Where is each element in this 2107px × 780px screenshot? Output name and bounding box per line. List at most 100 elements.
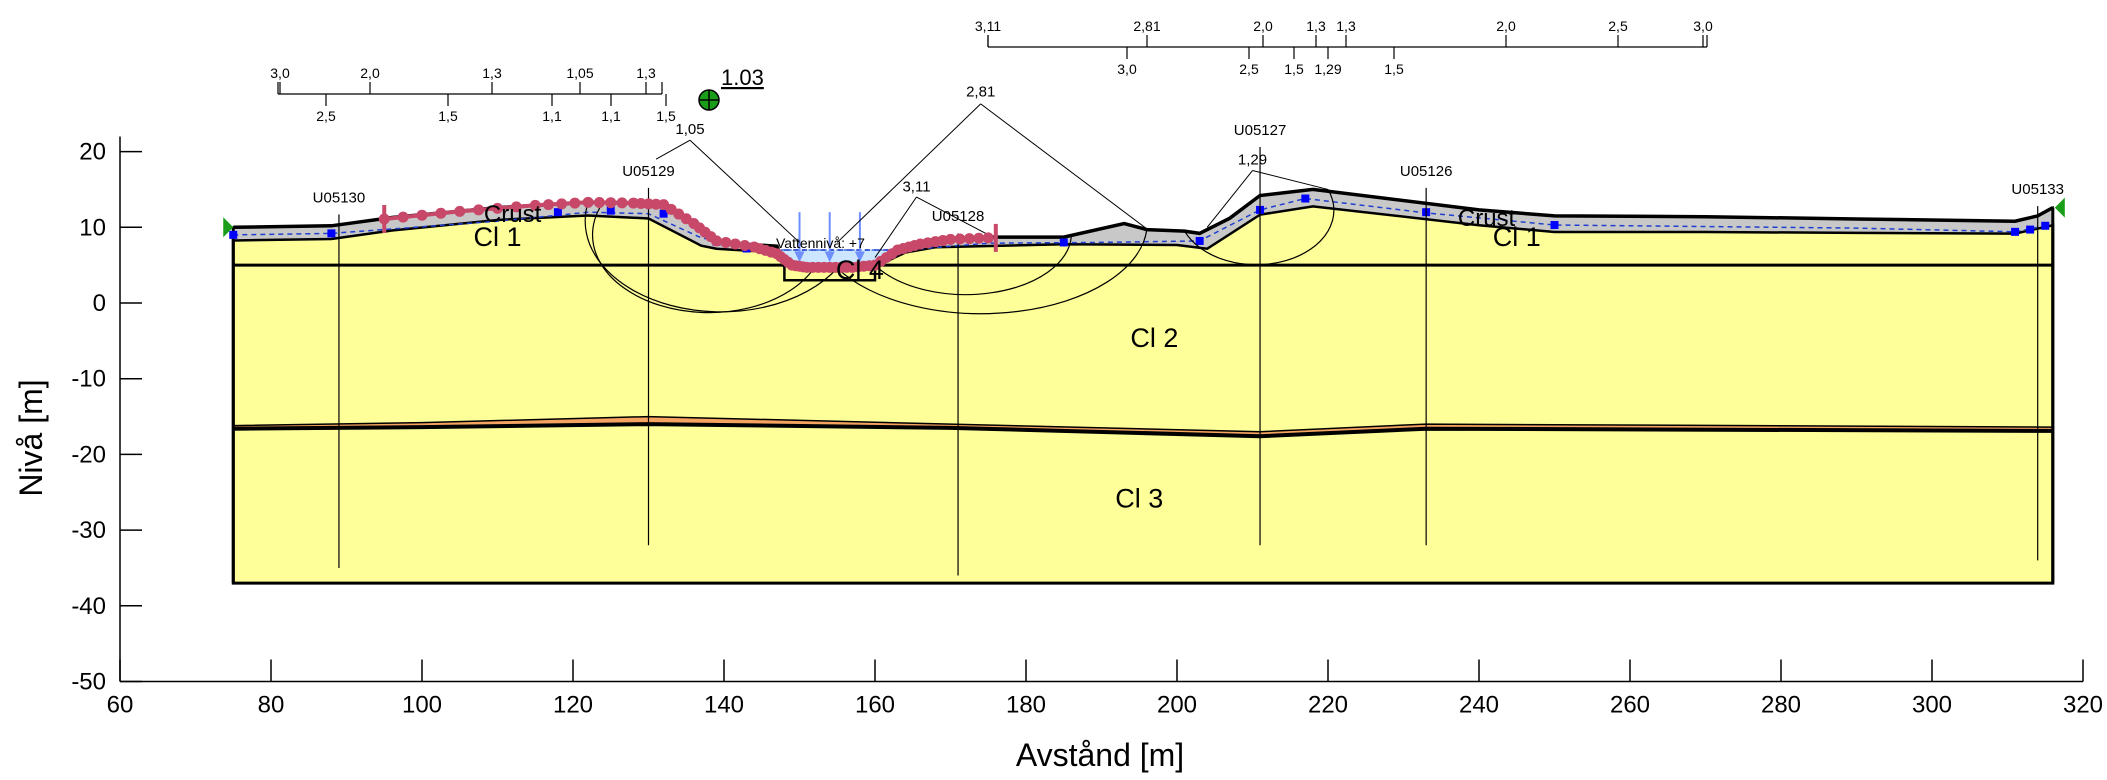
piezometer-point xyxy=(2026,225,2035,234)
y-tick-label: -10 xyxy=(71,366,106,393)
safety-factor-label: 1,29 xyxy=(1238,151,1267,168)
axes: 60 80 100 120 140 160 180 200 220 240 260 280 300 320… xyxy=(71,136,2103,719)
layer-label: Cl 1 xyxy=(473,222,521,252)
borehole-label: U05133 xyxy=(2011,181,2064,198)
slip-surface-arc xyxy=(591,201,816,314)
safety-factor-scales: 3,0 2,0 1,3 1,05 1,3 2,5 1,5 1,1 1,1 1,5 3,11 2,81 2… xyxy=(270,18,1713,124)
right-support-icon xyxy=(2054,197,2065,218)
x-tick-label: 80 xyxy=(258,692,285,719)
label-leader-line xyxy=(980,103,1148,230)
left-support-icon xyxy=(223,217,234,238)
label-leader-line xyxy=(1206,170,1253,228)
y-tick-label: 10 xyxy=(79,214,106,241)
x-tick-label: 120 xyxy=(553,692,593,719)
label-leader-line xyxy=(836,103,982,243)
x-tick-label: 300 xyxy=(1912,692,1952,719)
x-tick-label: 260 xyxy=(1610,692,1650,719)
piezometer-point xyxy=(1059,238,1068,247)
surface-marker-point xyxy=(510,201,522,213)
surface-marker-point xyxy=(729,238,741,250)
left-scale-top-label: 1,3 xyxy=(636,65,656,81)
slip-surface-arc xyxy=(836,229,1148,315)
surface-marker-point xyxy=(435,207,447,219)
label-leader-line xyxy=(655,139,691,160)
surface-marker-point xyxy=(739,239,751,251)
x-tick-label: 160 xyxy=(855,692,895,719)
x-tick-label: 320 xyxy=(2063,692,2103,719)
layer-label: Cl 3 xyxy=(1115,483,1163,513)
slip-surfaces: 1,05 2,81 3,11 1,29 xyxy=(584,83,1335,315)
piezometer-point xyxy=(606,206,615,215)
right-scale-top-label: 2,81 xyxy=(1133,18,1160,34)
piezometer-point xyxy=(327,229,336,238)
safety-factor-label: 3,11 xyxy=(902,179,930,196)
groundwater-line xyxy=(233,197,2046,251)
safety-factor-result: 1.03 xyxy=(721,65,764,90)
layer-labels: Cl 1 Cl 1 Cl 2 Cl 3 Cl 4 Crust Crust xyxy=(473,201,1540,513)
x-tick-label: 200 xyxy=(1157,692,1197,719)
left-scale-top-label: 2,0 xyxy=(360,65,380,81)
x-tick-label: 280 xyxy=(1761,692,1801,719)
right-scale-top-label: 3,0 xyxy=(1693,18,1713,34)
right-scale-top-label: 1,3 xyxy=(1306,18,1326,34)
water-level-label: Vattennivå: +7 xyxy=(776,235,865,251)
y-tick-label: -20 xyxy=(71,441,106,468)
layer-label: Cl 1 xyxy=(1493,222,1541,252)
surface-marker-point xyxy=(973,232,985,244)
x-tick-label: 240 xyxy=(1459,692,1499,719)
piezometer-point xyxy=(1195,236,1204,245)
safety-factor-label: 2,81 xyxy=(966,83,995,100)
surface-marker-point xyxy=(542,199,554,211)
surface-marker-point xyxy=(945,233,956,245)
surface-marker-point xyxy=(954,233,966,245)
surface-marker-point xyxy=(492,202,503,214)
piezometer-point xyxy=(1550,221,1559,230)
x-axis-title: Avstånd [m] xyxy=(1016,737,1184,773)
left-scale-bottom-label: 1,5 xyxy=(438,108,458,124)
right-scale-bottom-label: 1,5 xyxy=(1284,61,1304,77)
surface-marker-point xyxy=(556,198,568,210)
surface-marker-point xyxy=(710,235,722,247)
slip-surface-arc xyxy=(1184,189,1335,266)
surface-marker-point xyxy=(473,204,485,216)
surface-marker-point xyxy=(529,199,541,211)
right-scale-top-label: 2,0 xyxy=(1496,18,1516,34)
left-scale-top-label: 1,05 xyxy=(566,65,593,81)
surface-marker-point xyxy=(963,233,975,245)
y-axis-title: Nivå [m] xyxy=(13,379,49,496)
right-scale-top-label: 2,5 xyxy=(1608,18,1628,34)
crust-label: Crust xyxy=(1458,205,1516,232)
x-tick-label: 220 xyxy=(1308,692,1348,719)
x-tick-label: 60 xyxy=(107,692,134,719)
left-scale-bottom-label: 1,5 xyxy=(656,108,676,124)
right-scale-top-label: 3,11 xyxy=(975,18,1001,34)
safety-factor-label: 1,05 xyxy=(675,121,704,138)
borehole-label: U05129 xyxy=(622,163,675,180)
borehole-label: U05130 xyxy=(313,189,366,206)
left-scale-top-label: 3,0 xyxy=(270,65,290,81)
boreholes: U05130 U05129 U05128 U05127 U05126 U05133 xyxy=(313,122,2064,576)
surface-marker-point xyxy=(454,205,466,217)
right-scale-bottom-label: 1,29 xyxy=(1314,61,1341,77)
surface-marker-point xyxy=(397,211,409,223)
surface-marker-point xyxy=(569,197,581,209)
y-tick-label: -30 xyxy=(71,517,106,544)
surface-marker-point xyxy=(605,197,617,209)
right-scale-top-label: 2,0 xyxy=(1253,18,1273,34)
y-tick-label: -50 xyxy=(71,669,106,696)
surface-markers xyxy=(378,196,998,273)
crust-label: Crust xyxy=(484,201,542,228)
left-scale-bottom-label: 1,1 xyxy=(542,108,562,124)
sand-lens xyxy=(233,416,2053,437)
result-marker: 1.03 xyxy=(698,65,764,111)
piezometer-point xyxy=(2011,227,2020,236)
layer-label: Cl 4 xyxy=(836,255,884,285)
piezometer-point xyxy=(1301,194,1310,203)
surface-marker-point xyxy=(616,197,628,209)
x-tick-label: 180 xyxy=(1006,692,1046,719)
load-arrow-head-icon xyxy=(794,251,805,263)
y-tick-label: 20 xyxy=(79,139,106,166)
slip-surface-arc xyxy=(584,202,838,313)
